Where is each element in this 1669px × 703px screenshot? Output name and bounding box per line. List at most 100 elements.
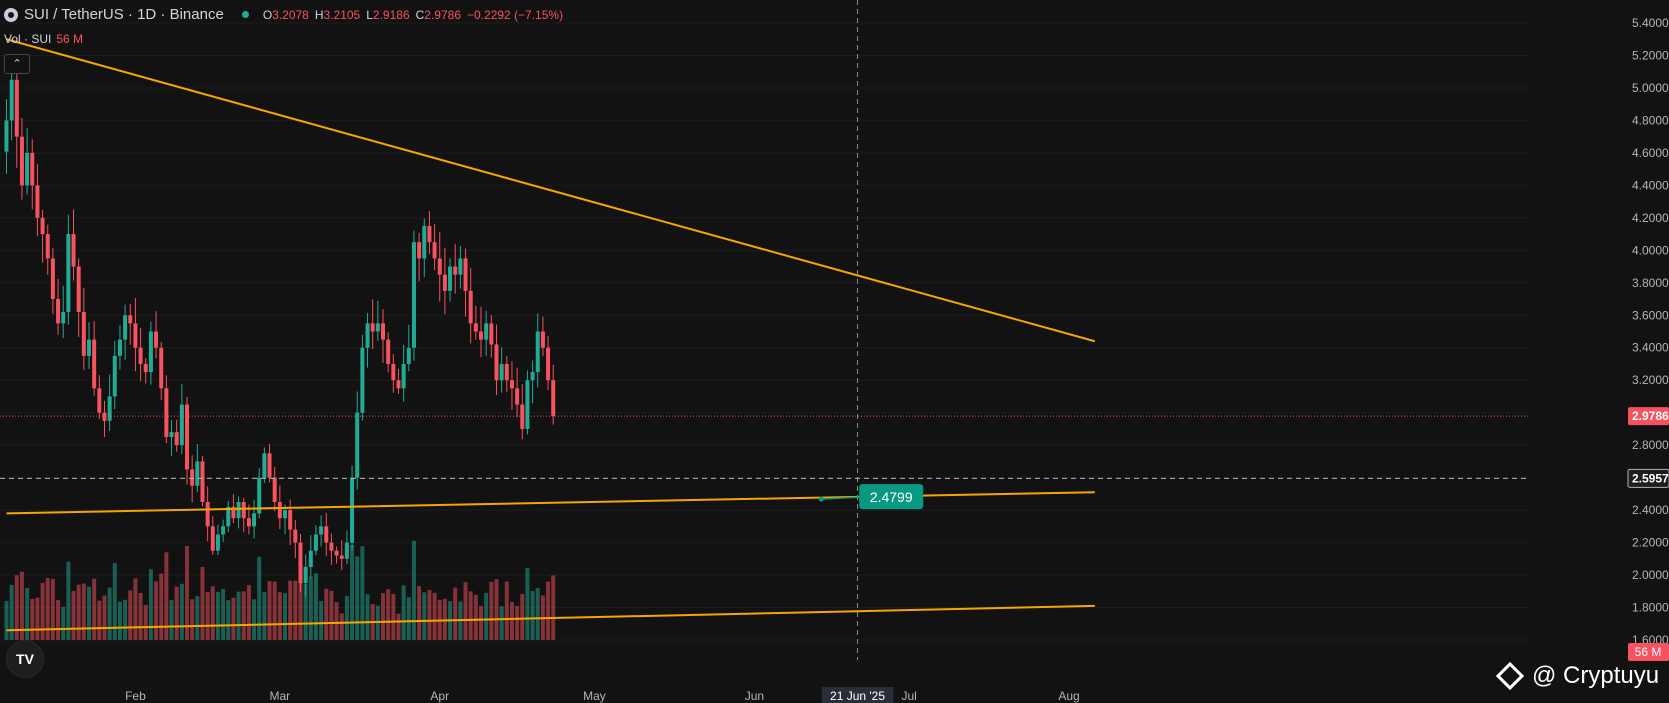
- candle-body: [226, 506, 231, 527]
- price-tick-label: 5.0000: [1632, 81, 1669, 95]
- candle-body: [138, 347, 143, 364]
- candle-body: [520, 404, 525, 429]
- volume-bar: [257, 556, 262, 640]
- volume-bar: [4, 601, 9, 640]
- volume-bar: [515, 606, 520, 640]
- time-tick-label: Apr: [430, 689, 449, 703]
- volume-bar: [396, 613, 401, 640]
- price-tick-label: 2.8000: [1632, 438, 1669, 452]
- volume-bars: [4, 540, 556, 640]
- volume-bar: [365, 594, 370, 640]
- price-tick-label: 3.2000: [1632, 373, 1669, 387]
- candle-body: [267, 453, 272, 478]
- volume-bar: [355, 556, 360, 640]
- volume-bar: [66, 561, 71, 640]
- candle-body: [221, 526, 226, 535]
- volume-bar: [35, 597, 40, 640]
- candle-body: [360, 347, 365, 413]
- volume-bar: [283, 593, 288, 640]
- candle-body: [215, 534, 220, 551]
- candle-body: [329, 542, 334, 551]
- market-status-icon: [241, 11, 249, 18]
- time-tick-label: Jun: [745, 689, 764, 703]
- volume-bar: [107, 587, 112, 640]
- trendline: [6, 604, 1095, 632]
- candle-body: [128, 315, 133, 324]
- volume-bar: [148, 569, 153, 640]
- candle-body: [246, 518, 251, 527]
- price-axis-bg: [1528, 0, 1669, 703]
- volume-bar: [313, 573, 318, 640]
- low-value: 2.9186: [372, 7, 410, 22]
- volume-bar: [50, 578, 55, 640]
- volume-bar: [494, 579, 499, 640]
- volume-bar: [360, 546, 365, 640]
- candle-body: [174, 432, 179, 446]
- volume-bar: [169, 599, 174, 640]
- volume-bar: [19, 571, 24, 640]
- volume-bar: [427, 589, 432, 640]
- candle-body: [525, 380, 530, 429]
- candle-body: [9, 79, 14, 121]
- candle-body: [499, 363, 504, 381]
- candle-body: [468, 290, 473, 324]
- candle-body: [159, 347, 164, 389]
- candle-body: [535, 331, 540, 373]
- candle-body: [190, 469, 195, 486]
- crosshair-date-bg: [821, 687, 894, 703]
- candle-body: [200, 461, 205, 502]
- volume-bar: [138, 593, 143, 640]
- price-tick-label: 5.4000: [1632, 16, 1669, 30]
- volume-bar: [303, 584, 308, 640]
- candle-body: [401, 363, 406, 389]
- tradingview-logo[interactable]: TV: [6, 640, 44, 678]
- volume-bar: [195, 596, 200, 640]
- candle-body: [97, 388, 102, 413]
- volume-bar: [432, 592, 437, 640]
- volume-legend[interactable]: Vol · SUI 56 M: [4, 32, 83, 46]
- collapse-legend-button[interactable]: ⌃: [4, 54, 30, 74]
- candle-body: [473, 323, 478, 332]
- sui-coin-icon: [4, 7, 18, 22]
- volume-bar: [386, 589, 391, 640]
- time-tick-label: Feb: [125, 689, 146, 703]
- price-tick-label: 4.0000: [1632, 243, 1669, 257]
- volume-bar: [133, 578, 138, 640]
- volume-bar: [210, 586, 215, 640]
- marker-connector: [821, 496, 860, 500]
- open-value: 3.2078: [272, 7, 309, 22]
- candle-body: [546, 347, 551, 381]
- candle-body: [283, 510, 288, 519]
- candle-body: [272, 477, 277, 502]
- candle-body: [66, 234, 71, 313]
- volume-bar: [241, 591, 246, 640]
- candle-body: [19, 136, 24, 186]
- candle-body: [489, 323, 494, 345]
- candle-body: [112, 355, 117, 397]
- volume-bar: [381, 593, 386, 640]
- candle-body: [143, 363, 148, 373]
- candle-body: [432, 242, 437, 259]
- candle-body: [375, 323, 380, 332]
- volume-bar: [185, 545, 190, 640]
- candle-body: [303, 566, 308, 584]
- candle-body: [370, 323, 375, 332]
- candle-body: [365, 323, 370, 348]
- candle-body: [427, 225, 432, 243]
- price-line-badge: [1628, 407, 1669, 426]
- volume-bar: [61, 606, 66, 640]
- volume-bar: [350, 544, 355, 640]
- volume-bar: [128, 590, 133, 640]
- candle-body: [437, 258, 442, 275]
- watermark-text: @ Cryptuyu: [1532, 662, 1660, 689]
- volume-bar: [308, 576, 313, 640]
- candle-body: [396, 380, 401, 389]
- candle-body: [87, 339, 92, 356]
- volume-bar: [14, 575, 19, 640]
- volume-bar: [190, 599, 195, 640]
- symbol-title[interactable]: SUI / TetherUS · 1D · Binance: [24, 6, 224, 23]
- high-value: 3.2105: [323, 7, 361, 22]
- candle-body: [530, 372, 535, 381]
- volume-bar: [334, 602, 339, 640]
